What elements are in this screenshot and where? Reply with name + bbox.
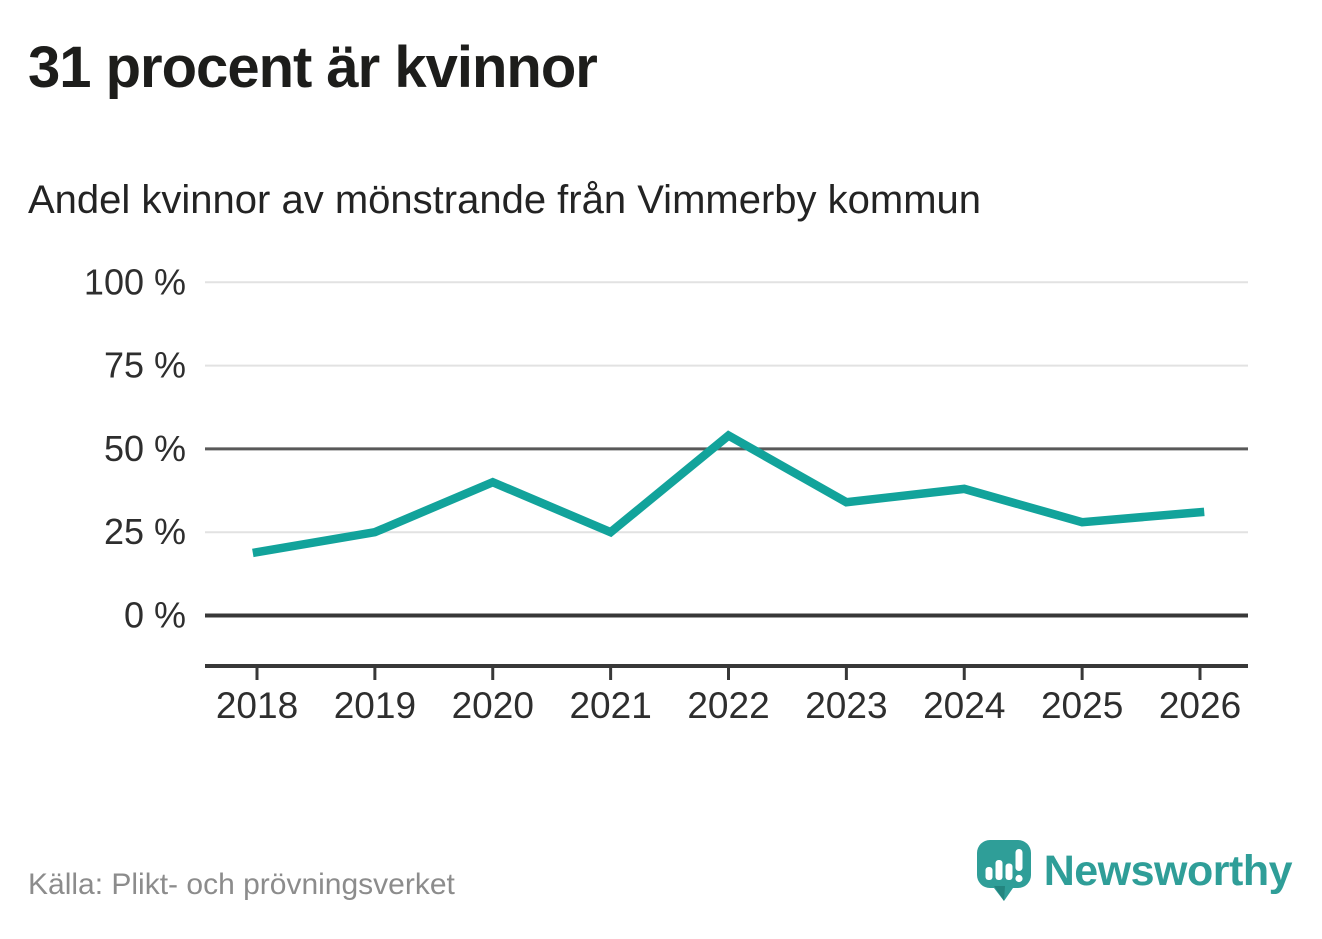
source-note: Källa: Plikt- och prövningsverket: [28, 868, 455, 901]
x-tick-label: 2018: [216, 685, 298, 726]
y-tick-label: 0 %: [124, 595, 186, 636]
x-tick-label: 2021: [569, 685, 651, 726]
x-tick-label: 2023: [805, 685, 887, 726]
x-tick-label: 2024: [923, 685, 1005, 726]
x-tick-label: 2025: [1041, 685, 1123, 726]
data-series-line: [252, 430, 1205, 558]
logo-bar-tall: [995, 860, 1003, 880]
x-tick-label: 2026: [1159, 685, 1241, 726]
newsworthy-speech-bubble-bar-chart-icon: [976, 840, 1031, 901]
y-tick-label: 25 %: [104, 511, 186, 552]
newsworthy-logo: Newsworthy: [976, 840, 1293, 902]
newsworthy-wordmark: Newsworthy: [1043, 846, 1293, 895]
y-tick-label: 50 %: [104, 428, 186, 469]
line-chart: 0 % 25 % 50 % 75 % 100 % 2018 2019 2020 2021 2022…: [84, 261, 1248, 726]
logo-bar-small: [985, 867, 993, 880]
chart-subtitle: Andel kvinnor av mönstrande från Vimmerb…: [28, 178, 982, 222]
x-tick-label: 2020: [452, 685, 534, 726]
y-tick-label: 100 %: [84, 261, 186, 302]
page-title: 31 procent är kvinnor: [28, 35, 598, 100]
logo-bar-medium: [1005, 863, 1013, 880]
logo-exclamation-bar: [1015, 849, 1023, 871]
y-tick-label: 75 %: [104, 345, 186, 386]
x-tick-label: 2022: [687, 685, 769, 726]
x-tick-label: 2019: [334, 685, 416, 726]
logo-exclamation-dot: [1015, 874, 1023, 883]
